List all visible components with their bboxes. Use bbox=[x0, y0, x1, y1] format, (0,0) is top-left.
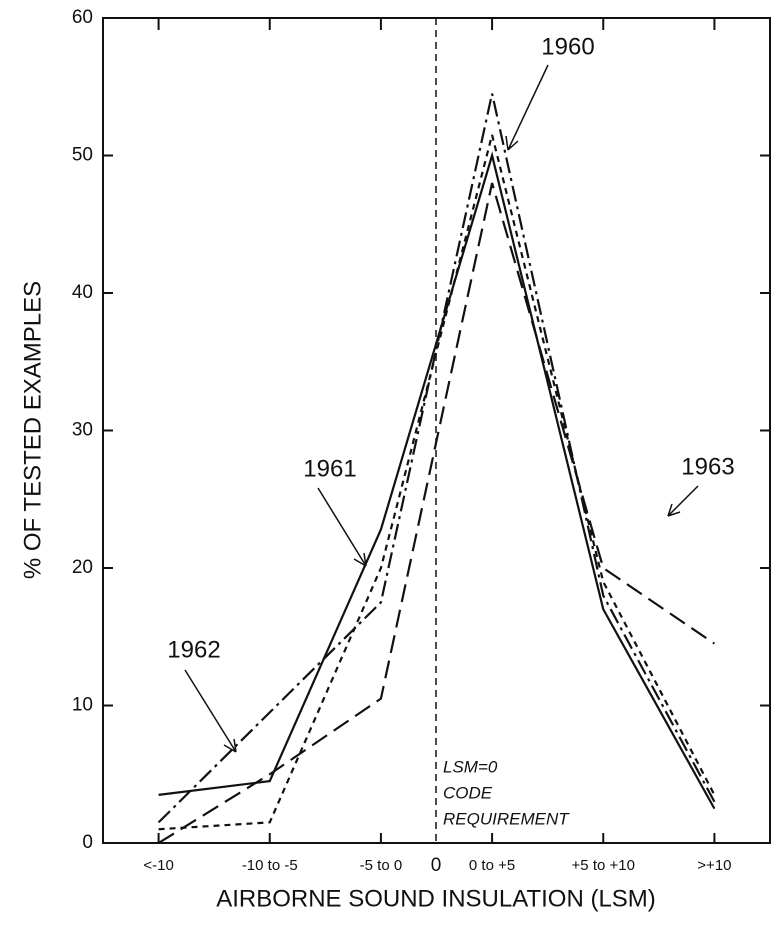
zero-label: 0 bbox=[431, 855, 442, 876]
label-arrows bbox=[184, 64, 699, 753]
x-tick-label: 0 to +5 bbox=[469, 857, 515, 874]
y-tick-label: 60 bbox=[72, 7, 93, 28]
y-tick-label: 40 bbox=[72, 282, 93, 303]
series-line bbox=[158, 182, 716, 844]
series-line bbox=[157, 93, 716, 824]
arrow bbox=[317, 487, 367, 567]
arrow bbox=[505, 64, 549, 151]
series-label: 1963 bbox=[681, 453, 734, 480]
annotation: LSM=0 bbox=[443, 757, 498, 776]
y-tick-label: 20 bbox=[72, 557, 93, 578]
y-tick-label: 0 bbox=[82, 832, 93, 853]
x-tick-label: +5 to +10 bbox=[572, 857, 635, 874]
y-tick-label: 10 bbox=[72, 695, 93, 716]
y-tick-label: 30 bbox=[72, 420, 93, 441]
x-tick-label: -5 to 0 bbox=[360, 857, 403, 874]
series-label: 1960 bbox=[541, 33, 594, 60]
annotation: CODE bbox=[443, 783, 493, 802]
x-tick-label: >+10 bbox=[697, 857, 731, 874]
x-axis-title: AIRBORNE SOUND INSULATION (LSM) bbox=[216, 885, 656, 912]
series-line bbox=[158, 134, 716, 831]
annotation: REQUIREMENT bbox=[443, 809, 570, 828]
y-tick-label: 50 bbox=[72, 145, 93, 166]
arrow bbox=[667, 485, 699, 517]
series-label: 1962 bbox=[167, 636, 220, 663]
x-tick-label: <-10 bbox=[143, 857, 173, 874]
series-label: 1961 bbox=[303, 455, 356, 482]
series-line bbox=[158, 151, 716, 810]
y-axis-title: % OF TESTED EXAMPLES bbox=[19, 281, 46, 579]
arrow bbox=[184, 669, 237, 753]
x-tick-label: -10 to -5 bbox=[242, 857, 298, 874]
